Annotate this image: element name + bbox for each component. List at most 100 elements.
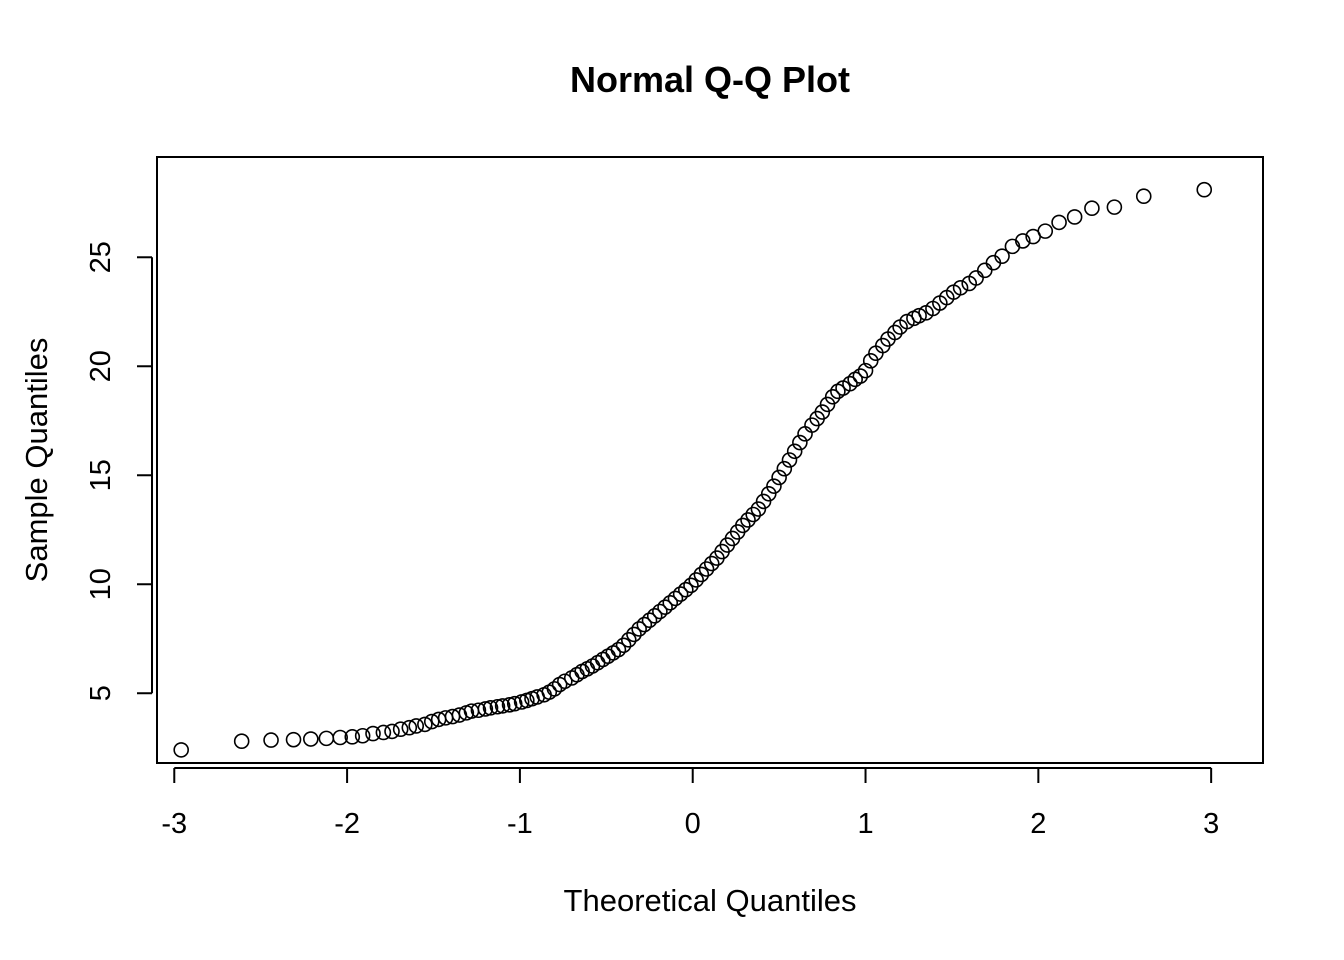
data-point [952, 279, 969, 296]
data-point [857, 362, 874, 379]
y-axis: 5 10 15 20 25 [85, 241, 153, 701]
data-point [354, 727, 371, 744]
data-point [766, 478, 782, 494]
data-point [263, 732, 279, 748]
data-point [589, 654, 606, 671]
data-point [600, 648, 616, 664]
data-point [1106, 199, 1123, 215]
data-point [1051, 214, 1067, 231]
data-point [852, 368, 869, 384]
x-tick-label: 0 [685, 808, 701, 840]
data-point [541, 684, 558, 700]
data-point [501, 696, 518, 713]
plot-frame [156, 156, 1264, 764]
y-axis-label: Sample Quantiles [19, 338, 54, 583]
data-point [482, 700, 499, 716]
x-axis: -3 -2 -1 0 1 2 3 [161, 767, 1219, 840]
data-point [401, 719, 418, 736]
data-point [781, 452, 798, 468]
data-point [605, 645, 622, 661]
y-tick-label: 25 [85, 241, 117, 273]
data-point [318, 730, 335, 747]
data-point [392, 721, 409, 738]
data-point [332, 729, 348, 746]
x-tick-label: -1 [507, 808, 533, 840]
data-point [976, 262, 993, 279]
data-point [489, 698, 506, 715]
data-point [657, 599, 673, 615]
y-tick-label: 20 [85, 350, 117, 382]
y-tick-label: 15 [85, 459, 117, 491]
data-point [887, 324, 903, 341]
data-point [285, 731, 302, 748]
data-point [824, 388, 841, 405]
data-point [672, 586, 689, 602]
x-axis-label: Theoretical Quantiles [564, 883, 857, 918]
data-point [693, 566, 710, 583]
data-point [683, 577, 699, 594]
data-point [698, 561, 715, 577]
data-point [569, 666, 585, 683]
data-points [173, 181, 1213, 758]
data-point [173, 742, 189, 758]
data-point [631, 621, 647, 637]
y-tick-label: 10 [85, 568, 117, 600]
data-point [735, 517, 751, 534]
data-point [911, 307, 927, 324]
data-point [652, 603, 668, 620]
data-point [494, 698, 511, 714]
data-point [546, 681, 563, 697]
data-point [771, 469, 787, 486]
data-point [375, 724, 392, 741]
data-point [1014, 233, 1031, 249]
data-point [862, 353, 879, 369]
data-point [636, 616, 653, 633]
data-point [786, 443, 803, 460]
data-point [408, 718, 425, 734]
data-point [740, 512, 756, 528]
data-point [615, 637, 632, 654]
y-tick-label: 5 [85, 685, 117, 701]
chart-title: Normal Q-Q Plot [570, 59, 850, 100]
data-point [968, 270, 984, 286]
x-tick-label: 3 [1203, 808, 1219, 840]
data-point [755, 493, 772, 510]
data-point [303, 731, 319, 747]
data-point [1084, 200, 1100, 217]
x-tick-label: -3 [161, 808, 187, 840]
data-point [688, 572, 704, 588]
data-point [1037, 223, 1054, 239]
data-point [344, 729, 361, 745]
data-point [667, 590, 684, 607]
data-point [365, 725, 381, 742]
x-tick-label: -2 [334, 808, 360, 840]
x-tick-label: 1 [857, 808, 873, 840]
data-point [994, 248, 1010, 264]
data-point [662, 594, 679, 611]
data-point [703, 555, 720, 572]
data-point [776, 460, 793, 477]
x-tick-label: 2 [1030, 808, 1046, 840]
data-point [646, 608, 663, 624]
data-point [233, 733, 250, 750]
data-point [814, 404, 831, 420]
data-point [678, 581, 694, 598]
data-point [595, 651, 611, 668]
data-point [477, 701, 494, 717]
data-point [641, 612, 658, 629]
data-point [384, 723, 400, 740]
data-point [760, 485, 777, 502]
data-point [470, 702, 487, 719]
data-point [1135, 188, 1152, 205]
data-point [819, 396, 836, 413]
data-point [506, 695, 523, 712]
data-point [417, 716, 433, 733]
data-point [745, 506, 762, 523]
data-point [1066, 209, 1083, 225]
data-point [557, 673, 573, 690]
data-point [626, 626, 642, 643]
data-point [842, 375, 858, 392]
data-point [620, 632, 637, 648]
data-point [1196, 181, 1213, 198]
